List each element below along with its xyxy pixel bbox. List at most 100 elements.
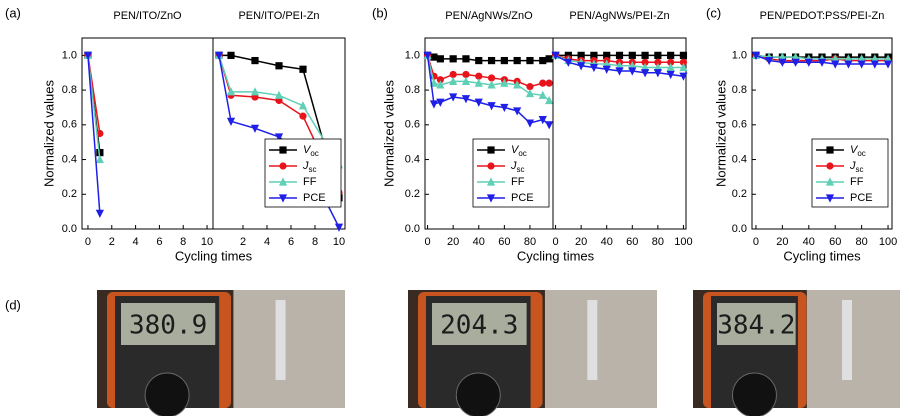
y-axis-label: Normalized values <box>381 80 396 187</box>
meter-dial <box>144 372 190 416</box>
plot-frame <box>552 37 687 230</box>
x-tick-label: 40 <box>803 236 815 248</box>
marker <box>640 62 650 72</box>
marker <box>826 146 834 154</box>
marker <box>449 70 457 79</box>
marker <box>275 62 283 70</box>
marker <box>298 101 308 110</box>
panel-label: (b) <box>372 5 388 20</box>
marker <box>804 58 813 67</box>
marker <box>513 80 522 89</box>
marker <box>791 58 800 67</box>
panel-title: PEN/PEDOT:PSS/PEI-Zn <box>760 10 885 22</box>
y-axis-label: Normalized values <box>713 80 728 187</box>
marker <box>299 65 307 73</box>
marker <box>95 154 104 164</box>
marker <box>667 51 675 59</box>
marker <box>475 72 483 80</box>
y-tick-label: 0.0 <box>62 223 77 235</box>
marker <box>641 51 649 59</box>
marker <box>525 119 535 128</box>
marker <box>589 63 599 73</box>
marker <box>487 162 495 170</box>
x-tick-label: 20 <box>776 236 788 248</box>
marker <box>564 58 573 67</box>
marker <box>825 177 835 186</box>
marker <box>436 98 445 107</box>
marker <box>525 88 535 98</box>
marker <box>666 70 675 80</box>
marker <box>844 60 853 69</box>
panel-label: (d) <box>5 297 21 312</box>
x-tick-label: 4 <box>264 236 270 248</box>
y-tick-label: 0.2 <box>732 188 747 200</box>
marker <box>500 78 509 87</box>
photo-background <box>544 290 657 408</box>
x-tick-label: 20 <box>575 236 587 248</box>
panel-label: (a) <box>5 5 21 20</box>
marker <box>500 103 509 113</box>
marker <box>526 83 534 91</box>
y-tick-label: 0.0 <box>405 223 420 235</box>
marker <box>449 93 458 102</box>
x-axis-label: Cycling times <box>783 248 861 263</box>
marker <box>539 79 547 87</box>
marker <box>526 56 534 65</box>
marker <box>545 79 553 87</box>
marker <box>679 62 688 72</box>
marker <box>545 121 554 130</box>
legend-label: PCE <box>850 192 873 204</box>
y-tick-label: 0.6 <box>62 119 77 131</box>
x-tick-label: 4 <box>133 236 139 248</box>
marker <box>654 51 662 59</box>
marker <box>513 107 522 116</box>
meter-dial <box>731 372 777 416</box>
legend-label: FF <box>303 176 317 188</box>
marker <box>274 90 284 99</box>
marker <box>461 76 471 86</box>
marker <box>449 55 457 63</box>
marker <box>817 58 827 67</box>
marker <box>751 51 761 60</box>
marker <box>96 129 104 138</box>
x-tick-label: 100 <box>674 236 692 248</box>
lcd-screen <box>717 303 796 345</box>
x-tick-label: 0 <box>552 236 558 248</box>
x-tick-label: 0 <box>85 236 91 248</box>
marker <box>590 51 598 59</box>
y-tick-label: 0.0 <box>732 223 747 235</box>
marker <box>500 56 508 65</box>
marker <box>679 72 688 81</box>
marker <box>615 61 624 70</box>
sample-strip <box>842 300 853 380</box>
y-tick-label: 0.2 <box>405 188 420 200</box>
panel-title: PEN/ITO/ZnO <box>113 10 182 22</box>
marker <box>487 74 496 82</box>
y-tick-label: 0.8 <box>405 84 420 96</box>
marker <box>538 116 547 125</box>
marker <box>667 58 675 66</box>
plot-frame <box>212 37 346 230</box>
marker <box>96 149 104 157</box>
legend-label: Jsc <box>302 160 317 174</box>
marker <box>628 51 636 59</box>
y-axis-label: Normalized values <box>41 80 56 187</box>
x-axis-label: Cycling times <box>175 248 253 263</box>
y-tick-label: 0.4 <box>732 153 747 165</box>
legend-label: Voc <box>511 144 527 158</box>
marker <box>486 194 496 203</box>
marker <box>436 76 444 84</box>
marker <box>778 58 787 67</box>
marker <box>429 100 439 109</box>
marker <box>831 54 840 63</box>
marker <box>227 51 235 59</box>
legend-label: FF <box>850 176 864 188</box>
marker <box>279 146 287 154</box>
marker <box>844 54 853 63</box>
marker <box>486 177 496 186</box>
y-tick-label: 0.8 <box>732 84 747 96</box>
legend-label: PCE <box>303 192 326 204</box>
marker <box>250 124 260 133</box>
marker <box>653 69 662 78</box>
